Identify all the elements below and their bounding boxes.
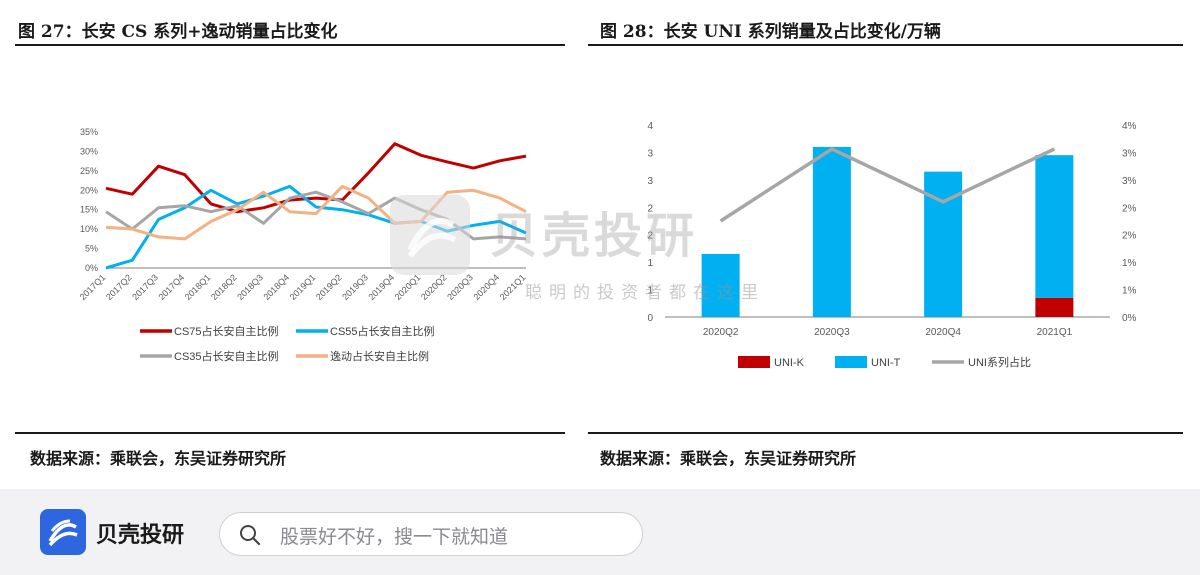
y-tick-label: 5%	[85, 244, 98, 254]
x-tick-label: 2020Q2	[703, 327, 739, 338]
y-right-tick-label: 3%	[1122, 148, 1137, 159]
x-tick-label: 2021Q1	[498, 272, 528, 302]
x-tick-label: 2019Q4	[366, 272, 396, 302]
x-tick-label: 2018Q2	[209, 272, 239, 302]
y-right-tick-label: 1%	[1122, 286, 1137, 297]
x-tick-label: 2021Q1	[1037, 327, 1073, 338]
legend-label: CS75占长安自主比例	[174, 324, 279, 338]
right-title-rule	[588, 44, 1183, 46]
y-left-tick-label: 3	[647, 176, 653, 187]
y-tick-label: 15%	[80, 205, 98, 215]
y-right-tick-label: 4%	[1122, 121, 1137, 132]
x-tick-label: 2018Q3	[235, 272, 265, 302]
left-line-chart: 0%5%10%15%20%25%30%35% 2017Q12017Q22017Q…	[78, 127, 528, 363]
search-icon	[240, 525, 261, 546]
x-tick-label: 2017Q2	[104, 272, 134, 302]
legend-swatch	[738, 356, 770, 368]
y-tick-label: 25%	[80, 166, 98, 176]
x-tick-label: 2017Q4	[156, 272, 186, 302]
y-left-tick-label: 1	[647, 286, 653, 297]
y-left-tick-label: 2	[647, 203, 653, 214]
x-tick-label: 2018Q4	[261, 272, 291, 302]
x-tick-label: 2020Q3	[814, 327, 850, 338]
y-left-tick-label: 0	[647, 313, 653, 324]
y-right-tick-label: 2%	[1122, 231, 1137, 242]
bar-segment	[924, 171, 963, 317]
share-line	[719, 147, 1056, 223]
right-bar-chart: 0 1 1 2 2 3 3 4 0% 1% 1% 2% 2% 3% 3% 4% 2020Q2 2020Q3 20…	[647, 121, 1137, 369]
left-figure-title: 图 27：长安 CS 系列+逸动销量占比变化	[18, 22, 338, 42]
x-tick-label: 2019Q3	[340, 272, 370, 302]
legend-label: UNI-T	[871, 357, 901, 369]
left-title-rule	[15, 44, 565, 46]
x-tick-label: 2020Q4	[471, 272, 501, 302]
brand-name[interactable]: 贝壳投研	[96, 523, 185, 548]
legend-label: 逸动占长安自主比例	[330, 349, 429, 363]
bar-segment	[1035, 297, 1074, 317]
y-tick-label: 10%	[80, 224, 98, 234]
series-line	[105, 142, 527, 214]
bar-segment	[1035, 155, 1074, 298]
legend-label: UNI系列占比	[968, 355, 1031, 369]
x-tick-label: 2018Q1	[183, 272, 213, 302]
y-left-tick-label: 1	[647, 258, 653, 269]
series-line	[105, 184, 527, 241]
bar-segment	[701, 253, 740, 317]
y-tick-label: 20%	[80, 185, 98, 195]
y-left-tick-label: 4	[647, 121, 653, 132]
search-placeholder: 股票好不好，搜一下就知道	[280, 526, 509, 548]
left-source-rule	[15, 432, 565, 434]
x-tick-label: 2020Q2	[419, 272, 449, 302]
right-figure-source: 数据来源：乘联会，东吴证券研究所	[600, 449, 857, 468]
bar-segment	[812, 146, 851, 317]
y-left-tick-label: 2	[647, 231, 653, 242]
search-input[interactable]: 股票好不好，搜一下就知道	[219, 512, 643, 556]
legend-label: UNI-K	[774, 357, 805, 369]
brand-logo-icon[interactable]	[40, 509, 86, 555]
y-tick-label: 35%	[80, 127, 98, 137]
y-right-tick-label: 1%	[1122, 258, 1137, 269]
x-tick-label: 2020Q3	[445, 272, 475, 302]
x-tick-label: 2020Q4	[925, 327, 961, 338]
x-tick-label: 2019Q1	[288, 272, 318, 302]
left-figure-source: 数据来源：乘联会，东吴证券研究所	[30, 449, 287, 468]
y-right-tick-label: 0%	[1122, 313, 1137, 324]
y-left-tick-label: 3	[647, 148, 653, 159]
right-source-rule	[588, 432, 1183, 434]
x-tick-label: 2019Q2	[314, 272, 344, 302]
legend-label: CS35占长安自主比例	[174, 349, 279, 363]
x-tick-label: 2017Q1	[78, 272, 108, 302]
y-right-tick-label: 3%	[1122, 176, 1137, 187]
legend-label: CS55占长安自主比例	[330, 324, 435, 338]
legend-swatch	[835, 356, 867, 368]
right-figure-title: 图 28：长安 UNI 系列销量及占比变化/万辆	[600, 22, 941, 42]
y-right-tick-label: 2%	[1122, 203, 1137, 214]
y-tick-label: 0%	[85, 263, 98, 273]
x-tick-label: 2017Q3	[130, 272, 160, 302]
x-tick-label: 2020Q1	[393, 272, 423, 302]
y-tick-label: 30%	[80, 146, 98, 156]
